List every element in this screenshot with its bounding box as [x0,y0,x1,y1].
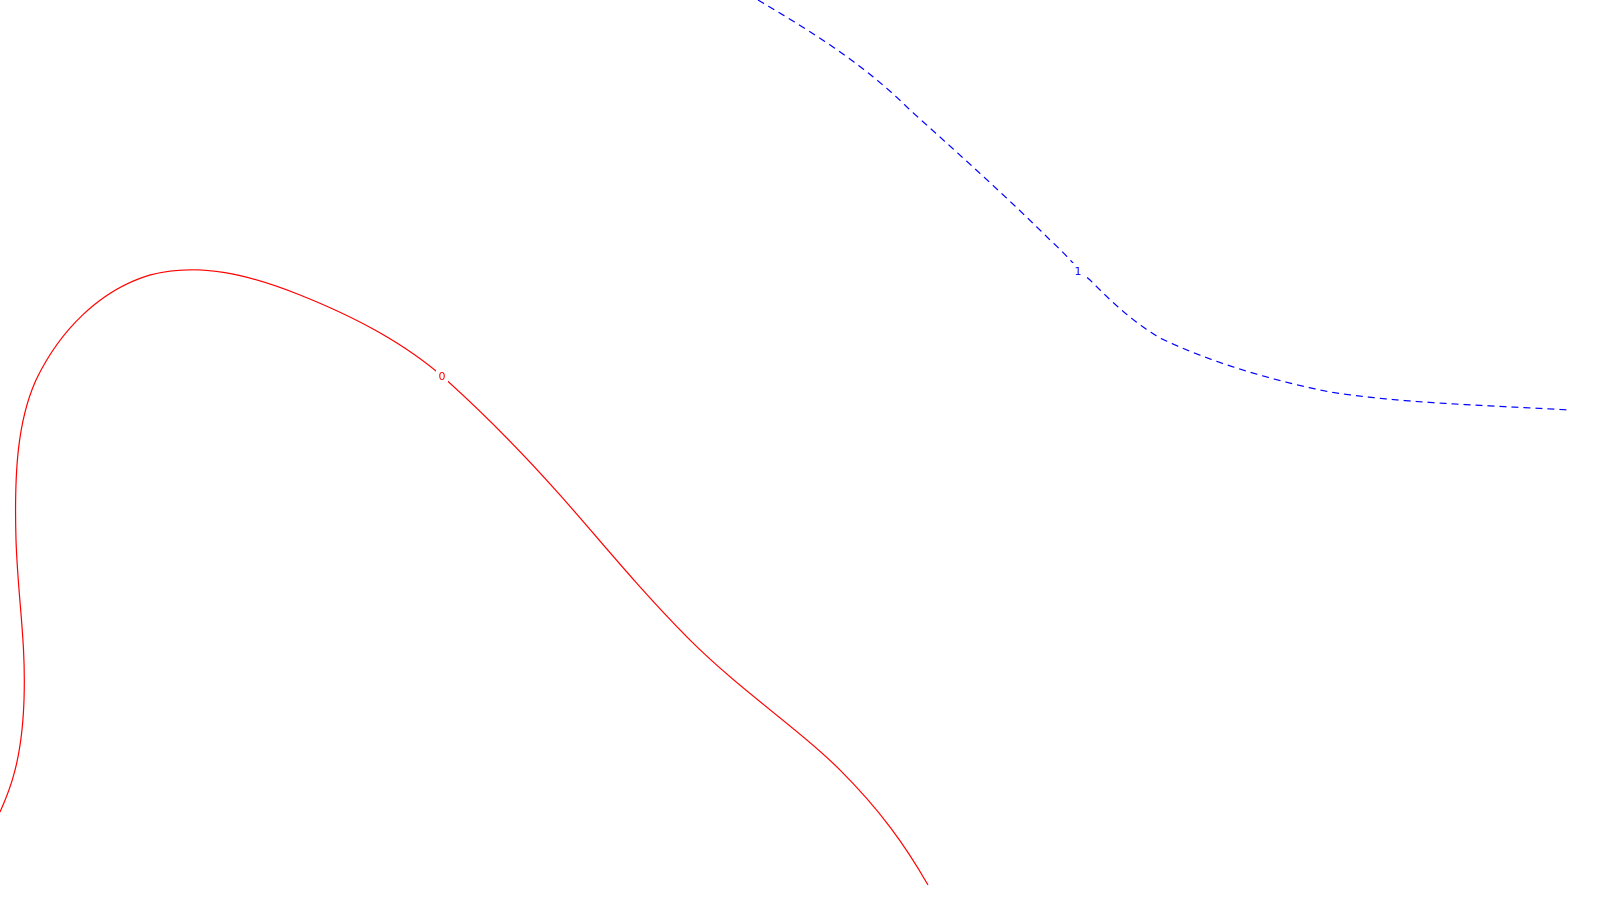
curve-1-label: 1 [1075,265,1082,278]
curve-0-line [0,269,929,886]
curve-1-label-mask [1072,263,1084,277]
curve-1-line [757,0,1571,411]
curve-0-label-mask [436,368,448,382]
curve-0-label: 0 [439,370,446,383]
